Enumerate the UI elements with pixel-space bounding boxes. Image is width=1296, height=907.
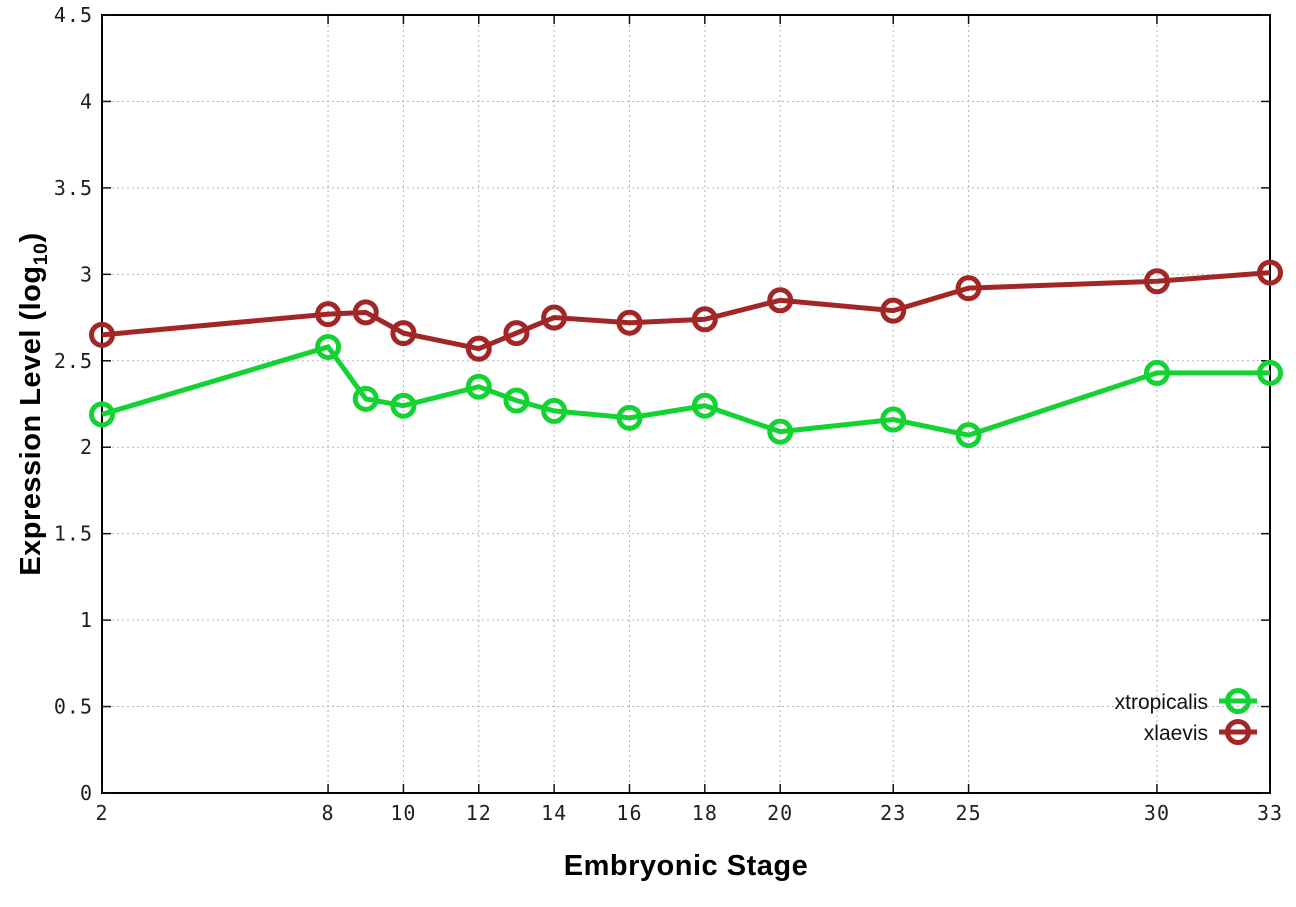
point-xtropicalis-stage-10 [390, 392, 417, 419]
point-xtropicalis-stage-14 [541, 397, 568, 424]
y-axis-title-subscript: 10 [29, 242, 52, 266]
y-axis-title-close: ) [15, 232, 48, 243]
plot-border [101, 14, 1271, 794]
legend-label-xtropicalis: xtropicalis [1115, 691, 1208, 714]
point-xtropicalis-stage-9 [352, 385, 379, 412]
point-xlaevis-stage-13 [503, 320, 530, 347]
axis-ticks [101, 14, 1271, 794]
y-tick-label: 4.5 [54, 3, 93, 27]
gridlines [102, 15, 1270, 793]
point-xtropicalis-stage-30 [1143, 359, 1170, 386]
point-xtropicalis-stage-13 [503, 387, 530, 414]
point-xtropicalis-stage-25 [955, 422, 982, 449]
x-tick-label: 16 [616, 801, 642, 825]
y-tick-label: 0.5 [54, 695, 93, 719]
series-xlaevis [89, 259, 1283, 362]
x-tick-label: 2 [95, 801, 108, 825]
legend: xtropicalis xlaevis [1115, 688, 1257, 745]
tick-labels: 2 8 10 12 14 16 18 20 23 25 30 33 0 0.5 1 1.5 2 2.5 3 3.5 4 4… [54, 3, 1283, 825]
point-xlaevis-stage-2 [89, 321, 115, 348]
point-xlaevis-stage-8 [315, 301, 342, 328]
point-xlaevis-stage-20 [767, 287, 794, 314]
point-xlaevis-stage-9 [352, 299, 379, 326]
x-tick-label: 18 [692, 801, 718, 825]
point-xlaevis-stage-14 [541, 304, 568, 331]
y-tick-label: 4 [80, 89, 93, 113]
series-line-xtropicalis [101, 344, 1270, 438]
x-tick-label: 20 [767, 801, 793, 825]
point-xtropicalis-stage-18 [691, 392, 718, 419]
point-xlaevis-stage-10 [390, 320, 417, 347]
point-xtropicalis-stage-23 [880, 406, 907, 433]
x-tick-label: 12 [466, 801, 492, 825]
point-xtropicalis-stage-8 [315, 333, 342, 360]
point-xlaevis-stage-30 [1143, 268, 1170, 295]
x-tick-label: 33 [1257, 801, 1283, 825]
y-tick-label: 3.5 [54, 176, 93, 200]
x-axis-title: Embryonic Stage [563, 850, 809, 882]
x-tick-label: 10 [390, 801, 416, 825]
point-xtropicalis-stage-12 [465, 373, 492, 400]
point-xtropicalis-stage-20 [767, 418, 794, 445]
y-tick-label: 2 [80, 435, 93, 459]
x-tick-label: 25 [956, 801, 982, 825]
point-xtropicalis-stage-16 [616, 404, 643, 431]
x-tick-label: 8 [322, 801, 335, 825]
x-tick-label: 14 [541, 801, 567, 825]
y-tick-label: 1.5 [54, 522, 93, 546]
y-tick-label: 3 [80, 262, 93, 286]
point-xtropicalis-stage-33 [1257, 359, 1283, 386]
series-xtropicalis [89, 333, 1283, 449]
legend-marker-xtropicalis [1225, 688, 1251, 714]
point-xtropicalis-stage-2 [89, 401, 115, 428]
point-xlaevis-stage-33 [1257, 259, 1283, 286]
y-tick-label: 1 [80, 608, 93, 632]
point-xlaevis-stage-18 [691, 306, 718, 333]
point-xlaevis-stage-16 [616, 309, 643, 336]
point-xlaevis-stage-23 [880, 297, 907, 324]
x-tick-label: 30 [1144, 801, 1170, 825]
legend-marker-xlaevis [1225, 719, 1251, 745]
y-tick-label: 2.5 [54, 349, 93, 373]
y-axis-title: Expression Level (log10) [15, 232, 53, 575]
series-line-xlaevis [101, 270, 1271, 352]
x-tick-label: 23 [880, 801, 906, 825]
y-axis-title-text: Expression Level (log [15, 265, 48, 576]
legend-label-xlaevis: xlaevis [1144, 722, 1208, 745]
y-tick-label: 0 [80, 781, 93, 805]
point-xlaevis-stage-12 [465, 335, 492, 362]
point-xlaevis-stage-25 [955, 275, 982, 302]
